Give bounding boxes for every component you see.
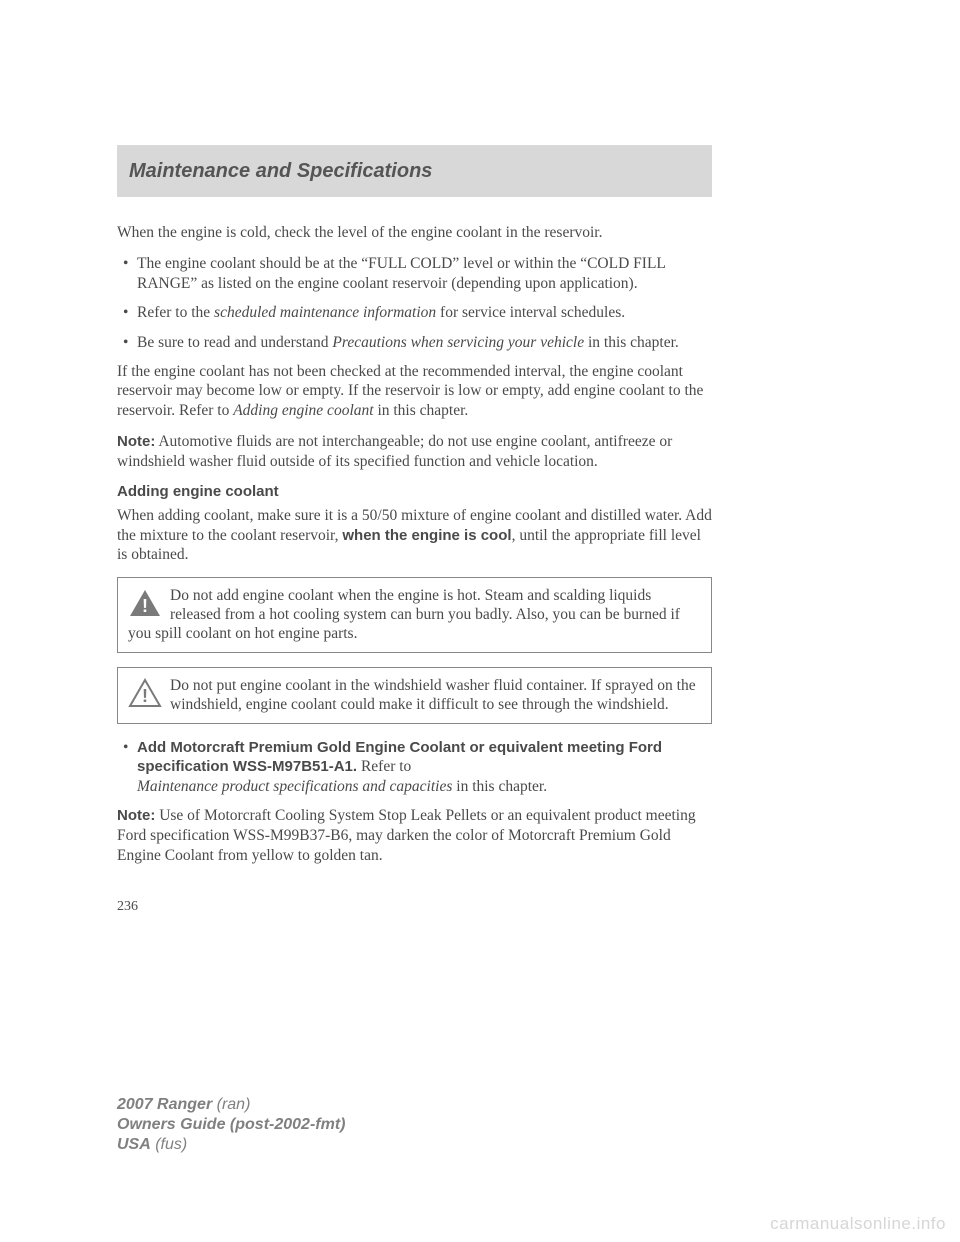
svg-text:!: ! [142,686,148,706]
footer-region-name: USA [117,1136,151,1153]
text: in this chapter. [374,402,469,419]
warning-box: ! Do not add engine coolant when the eng… [117,577,712,653]
watermark: carmanualsonline.info [770,1214,946,1234]
section-header: Maintenance and Specifications [117,145,712,197]
subheading: Adding engine coolant [117,483,712,500]
footer: 2007 Ranger (ran) Owners Guide (post-200… [117,1095,345,1155]
footer-guide: Owners Guide (post-2002-fmt) [117,1115,345,1135]
section-title: Maintenance and Specifications [129,160,432,183]
list-text: in this chapter. [584,334,679,351]
caution-box: ! Do not put engine coolant in the winds… [117,667,712,724]
note-label: Note: [117,433,155,450]
list-text: in this chapter. [452,778,547,795]
text-italic: Adding engine coolant [233,402,373,419]
list-text-italic: Precautions when servicing your vehicle [332,334,584,351]
list-text-italic: scheduled maintenance information [214,304,436,321]
note-text: Automotive fluids are not interchangeabl… [117,433,672,470]
list-text: The engine coolant should be at the “FUL… [137,255,665,291]
list-item: The engine coolant should be at the “FUL… [117,254,712,293]
list-text: for service interval schedules. [436,304,625,321]
list-text: Refer to [357,758,411,775]
note-paragraph: Note: Automotive fluids are not intercha… [117,432,712,471]
page-content: Maintenance and Specifications When the … [117,145,712,915]
paragraph: When adding coolant, make sure it is a 5… [117,506,712,565]
page-number: 236 [117,899,712,915]
paragraph: If the engine coolant has not been check… [117,362,712,420]
bullet-list-2: Add Motorcraft Premium Gold Engine Coola… [117,738,712,797]
list-item: Be sure to read and understand Precautio… [117,333,712,352]
note-paragraph: Note: Use of Motorcraft Cooling System S… [117,806,712,865]
warning-icon: ! [128,588,162,618]
bullet-list-1: The engine coolant should be at the “FUL… [117,254,712,352]
footer-region-code: (fus) [151,1136,187,1153]
list-text: Be sure to read and understand [137,334,332,351]
note-text: Use of Motorcraft Cooling System Stop Le… [117,807,696,863]
list-item: Add Motorcraft Premium Gold Engine Coola… [117,738,712,797]
footer-model-code: (ran) [212,1096,250,1113]
footer-model: 2007 Ranger (ran) [117,1095,345,1115]
text-bold: when the engine is cool [342,527,511,544]
caution-text: Do not put engine coolant in the windshi… [170,677,696,713]
footer-model-name: 2007 Ranger [117,1096,212,1113]
list-item: Refer to the scheduled maintenance infor… [117,303,712,322]
intro-paragraph: When the engine is cold, check the level… [117,223,712,242]
list-text: Refer to the [137,304,214,321]
note-label: Note: [117,807,155,824]
warning-text: Do not add engine coolant when the engin… [128,587,680,643]
caution-icon: ! [128,678,162,708]
svg-text:!: ! [142,596,148,616]
list-text-italic: Maintenance product specifications and c… [137,778,452,795]
footer-region: USA (fus) [117,1135,345,1155]
